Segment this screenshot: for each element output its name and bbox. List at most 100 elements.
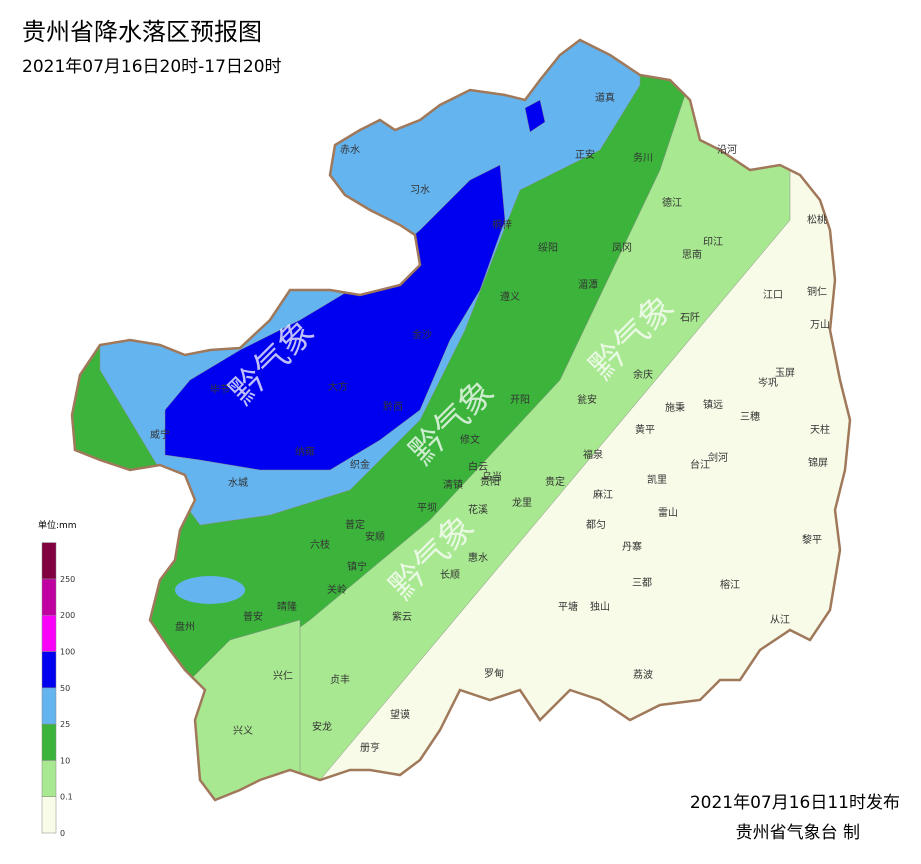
county-label: 雷山 [658,507,678,519]
legend-swatch [41,542,57,580]
county-label: 正安 [575,148,595,161]
county-label: 罗甸 [484,667,504,680]
county-label: 思南 [682,248,702,261]
issue-time: 2021年07月16日11时发布 [690,793,900,813]
county-label: 紫云 [392,611,412,623]
county-label: 晴隆 [277,600,297,613]
county-label: 玉屏 [775,367,795,379]
legend-swatch [41,651,57,689]
county-label: 普安 [243,610,263,623]
county-label: 天柱 [810,423,830,436]
rain-area [175,576,245,604]
legend-tick-label: 0.1 [60,793,73,802]
county-label: 道真 [595,91,615,104]
county-label: 铜仁 [807,286,827,298]
legend-swatch [41,723,57,761]
rain-area [164,164,506,471]
county-label: 册亨 [360,741,380,754]
legend-tick-label: 25 [60,720,70,729]
county-label: 威宁 [150,428,170,441]
map-title: 贵州省降水落区预报图 [22,18,262,46]
county-label: 开阳 [510,394,530,406]
county-label: 镇宁 [347,560,367,573]
county-label: 凤冈 [612,242,632,254]
county-label: 荔波 [633,668,653,681]
county-label: 赤水 [340,144,360,156]
legend-unit: 单位:mm [38,519,77,531]
legend-swatch [41,578,57,616]
county-label: 金沙 [412,328,432,341]
county-label: 三都 [632,577,652,589]
legend-swatch [41,687,57,725]
county-label: 遵义 [500,290,520,303]
county-label: 桐梓 [492,218,512,231]
county-label: 龙里 [512,496,532,509]
county-label: 大方 [328,380,348,393]
county-label: 安顺 [365,530,385,543]
issuer: 贵州省气象台 制 [736,823,860,843]
legend-tick-label: 200 [60,611,75,620]
county-label: 万山 [810,319,830,331]
province-border [70,38,852,802]
county-label: 贵定 [545,475,565,488]
county-label: 施秉 [665,401,685,414]
county-label: 德江 [662,196,682,209]
county-label: 黄平 [635,423,655,436]
county-label: 普定 [345,518,365,531]
county-label: 兴仁 [273,670,293,682]
county-label: 安龙 [312,720,332,733]
county-label: 黔西 [383,400,403,413]
legend-tick-label: 100 [60,648,75,657]
legend-tick-label: 0 [60,829,65,838]
county-label: 台江 [690,458,710,471]
county-label: 松桃 [807,213,827,226]
county-label: 盘州 [175,620,195,633]
county-label: 镇远 [703,398,723,411]
county-label: 白云 [468,460,488,473]
county-label: 清镇 [443,478,463,491]
county-label: 沿河 [717,144,737,156]
county-label: 六枝 [310,538,330,551]
county-label: 纳雍 [295,445,315,458]
county-label: 望谟 [390,708,410,721]
county-label: 独山 [590,600,610,613]
county-label: 锦屏 [808,456,828,469]
county-label: 石阡 [680,312,700,324]
county-label: 余庆 [633,368,653,381]
county-label: 水城 [228,477,248,489]
county-label: 福泉 [583,448,603,461]
county-label: 习水 [410,184,430,196]
county-label: 麻江 [593,488,613,501]
county-label: 长顺 [440,569,460,581]
county-label: 惠水 [468,551,488,564]
county-label: 花溪 [468,503,488,516]
county-label: 榕江 [720,578,740,591]
county-label: 平塘 [558,600,578,613]
county-label: 毕节 [210,383,230,396]
map-subtitle: 2021年07月16日20时-17日20时 [22,57,282,77]
county-label: 绥阳 [538,242,558,254]
county-label: 黎平 [802,533,822,546]
rain-area [524,99,546,133]
legend-swatch [41,614,57,652]
county-label: 剑河 [708,451,728,464]
county-label: 湄潭 [578,279,598,291]
county-label: 印江 [703,236,723,248]
county-label: 务川 [633,151,653,164]
county-label: 从江 [770,614,790,626]
county-label: 乌当 [482,470,502,483]
county-label: 都匀 [586,519,606,531]
legend-swatch [41,760,57,797]
county-label: 兴义 [233,725,253,737]
county-label: 贵阳 [480,475,500,488]
county-label: 关岭 [327,583,347,596]
county-label: 平坝 [417,502,437,514]
legend-tick-label: 250 [60,575,75,584]
county-label: 岑巩 [758,377,778,389]
county-label: 凯里 [647,473,667,486]
county-label: 修文 [460,433,480,446]
county-label: 三穗 [740,410,760,423]
county-label: 丹寨 [622,540,642,553]
county-label: 江口 [763,289,783,301]
